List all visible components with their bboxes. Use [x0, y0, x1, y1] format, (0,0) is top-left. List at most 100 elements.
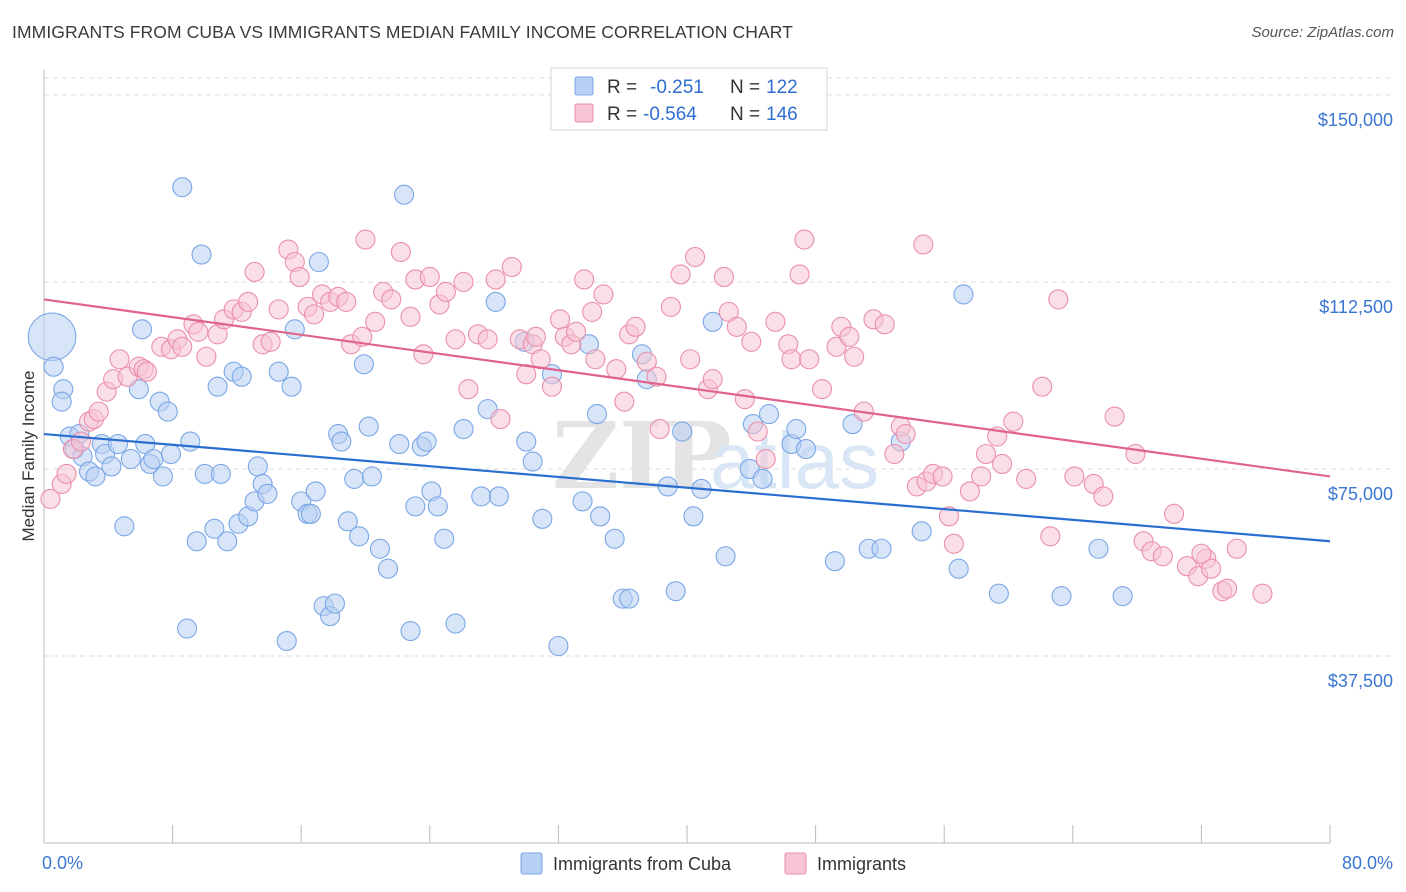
data-point [377, 558, 399, 579]
data-point [593, 284, 614, 305]
data-point [1003, 411, 1024, 432]
data-point [188, 321, 209, 342]
data-point [337, 511, 358, 532]
data-point [516, 431, 537, 452]
legend-row-immigrants: R = -0.564 N = 146 [574, 103, 798, 125]
bottom-legend-item-immigrants[interactable]: Immigrants [784, 852, 906, 875]
bottom-legend: Immigrants from Cuba Immigrants [520, 852, 906, 875]
bottom-legend-label-immigrants: Immigrants [817, 854, 906, 874]
tick-labels: $37,500 $75,000 $112,500 $150,000 [1318, 110, 1393, 691]
data-point [157, 401, 178, 422]
data-point [191, 244, 212, 265]
svg-text:80.0%: 80.0% [1342, 853, 1393, 873]
data-point [604, 528, 625, 549]
bottom-legend-label-cuba: Immigrants from Cuba [553, 854, 732, 874]
data-point [844, 346, 865, 367]
data-point [874, 314, 895, 335]
data-point [358, 416, 379, 437]
data-point [1226, 538, 1247, 559]
data-point [353, 354, 374, 375]
data-point [683, 506, 704, 527]
bottom-legend-swatch-cuba [520, 852, 543, 875]
data-point [614, 391, 635, 412]
bottom-legend-item-cuba[interactable]: Immigrants from Cuba [520, 852, 732, 875]
data-point [1152, 546, 1173, 567]
data-point [938, 506, 960, 527]
data-point [884, 443, 905, 465]
data-point [85, 466, 106, 487]
data-point [734, 389, 755, 410]
data-point [453, 271, 474, 293]
data-point [268, 361, 289, 382]
data-point [1164, 503, 1185, 524]
data-point [196, 346, 217, 367]
data-point [369, 538, 391, 559]
data-point [136, 361, 157, 382]
data-point [257, 483, 278, 504]
data-point [1064, 466, 1085, 487]
data-point [128, 379, 149, 400]
data-point [305, 481, 326, 502]
data-point [419, 266, 440, 288]
data-point [549, 309, 571, 330]
data-point [895, 424, 916, 445]
data-point [445, 613, 466, 634]
data-point [244, 261, 265, 283]
data-point [988, 583, 1009, 604]
data-point [172, 177, 193, 198]
data-point [324, 593, 346, 614]
data-point [574, 269, 595, 290]
data-point [794, 229, 815, 250]
data-point [871, 538, 892, 559]
data-point [582, 301, 603, 322]
data-point [458, 379, 479, 400]
data-point [304, 304, 325, 325]
data-point [107, 433, 128, 455]
data-point [755, 448, 776, 470]
data-point [702, 311, 723, 332]
data-point [355, 229, 376, 250]
data-point [177, 618, 198, 639]
data-point [1252, 583, 1273, 604]
data-point [702, 369, 723, 390]
data-point [590, 506, 611, 527]
data-point [758, 404, 780, 425]
data-point [400, 620, 421, 642]
x-tick-label-max: 80.0% [1342, 853, 1393, 873]
data-point [435, 281, 456, 302]
data-point [109, 349, 130, 370]
legend-r-label: R = [607, 104, 637, 125]
data-point [207, 376, 228, 397]
data-point [741, 331, 762, 352]
legend-n-value: 146 [766, 104, 798, 125]
data-point [471, 486, 492, 507]
legend-n-label: N = [730, 77, 760, 98]
data-point [1217, 578, 1238, 599]
data-point [1125, 443, 1146, 465]
axes [43, 70, 1331, 844]
data-point [789, 264, 810, 285]
data-point [541, 376, 563, 397]
data-point [284, 319, 305, 340]
data-point [680, 349, 701, 370]
data-point [51, 391, 72, 412]
data-point [665, 581, 686, 602]
data-point [289, 266, 310, 288]
data-point [217, 531, 238, 552]
legend-r-value: -0.251 [650, 77, 704, 98]
data-point [752, 468, 773, 489]
legend-r-value: -0.564 [643, 104, 697, 125]
data-point [389, 433, 410, 455]
y-tick-label: $75,000 [1328, 484, 1393, 504]
data-point [120, 448, 141, 470]
legend-n-label: N = [730, 104, 760, 125]
data-point [434, 528, 455, 549]
data-point [726, 316, 747, 337]
data-point [932, 466, 953, 487]
data-point [1048, 289, 1069, 310]
trend-line [43, 432, 1331, 543]
data-point [160, 443, 182, 465]
series-immigrants [40, 229, 1273, 604]
data-point [1051, 586, 1072, 607]
data-point [1016, 468, 1037, 489]
